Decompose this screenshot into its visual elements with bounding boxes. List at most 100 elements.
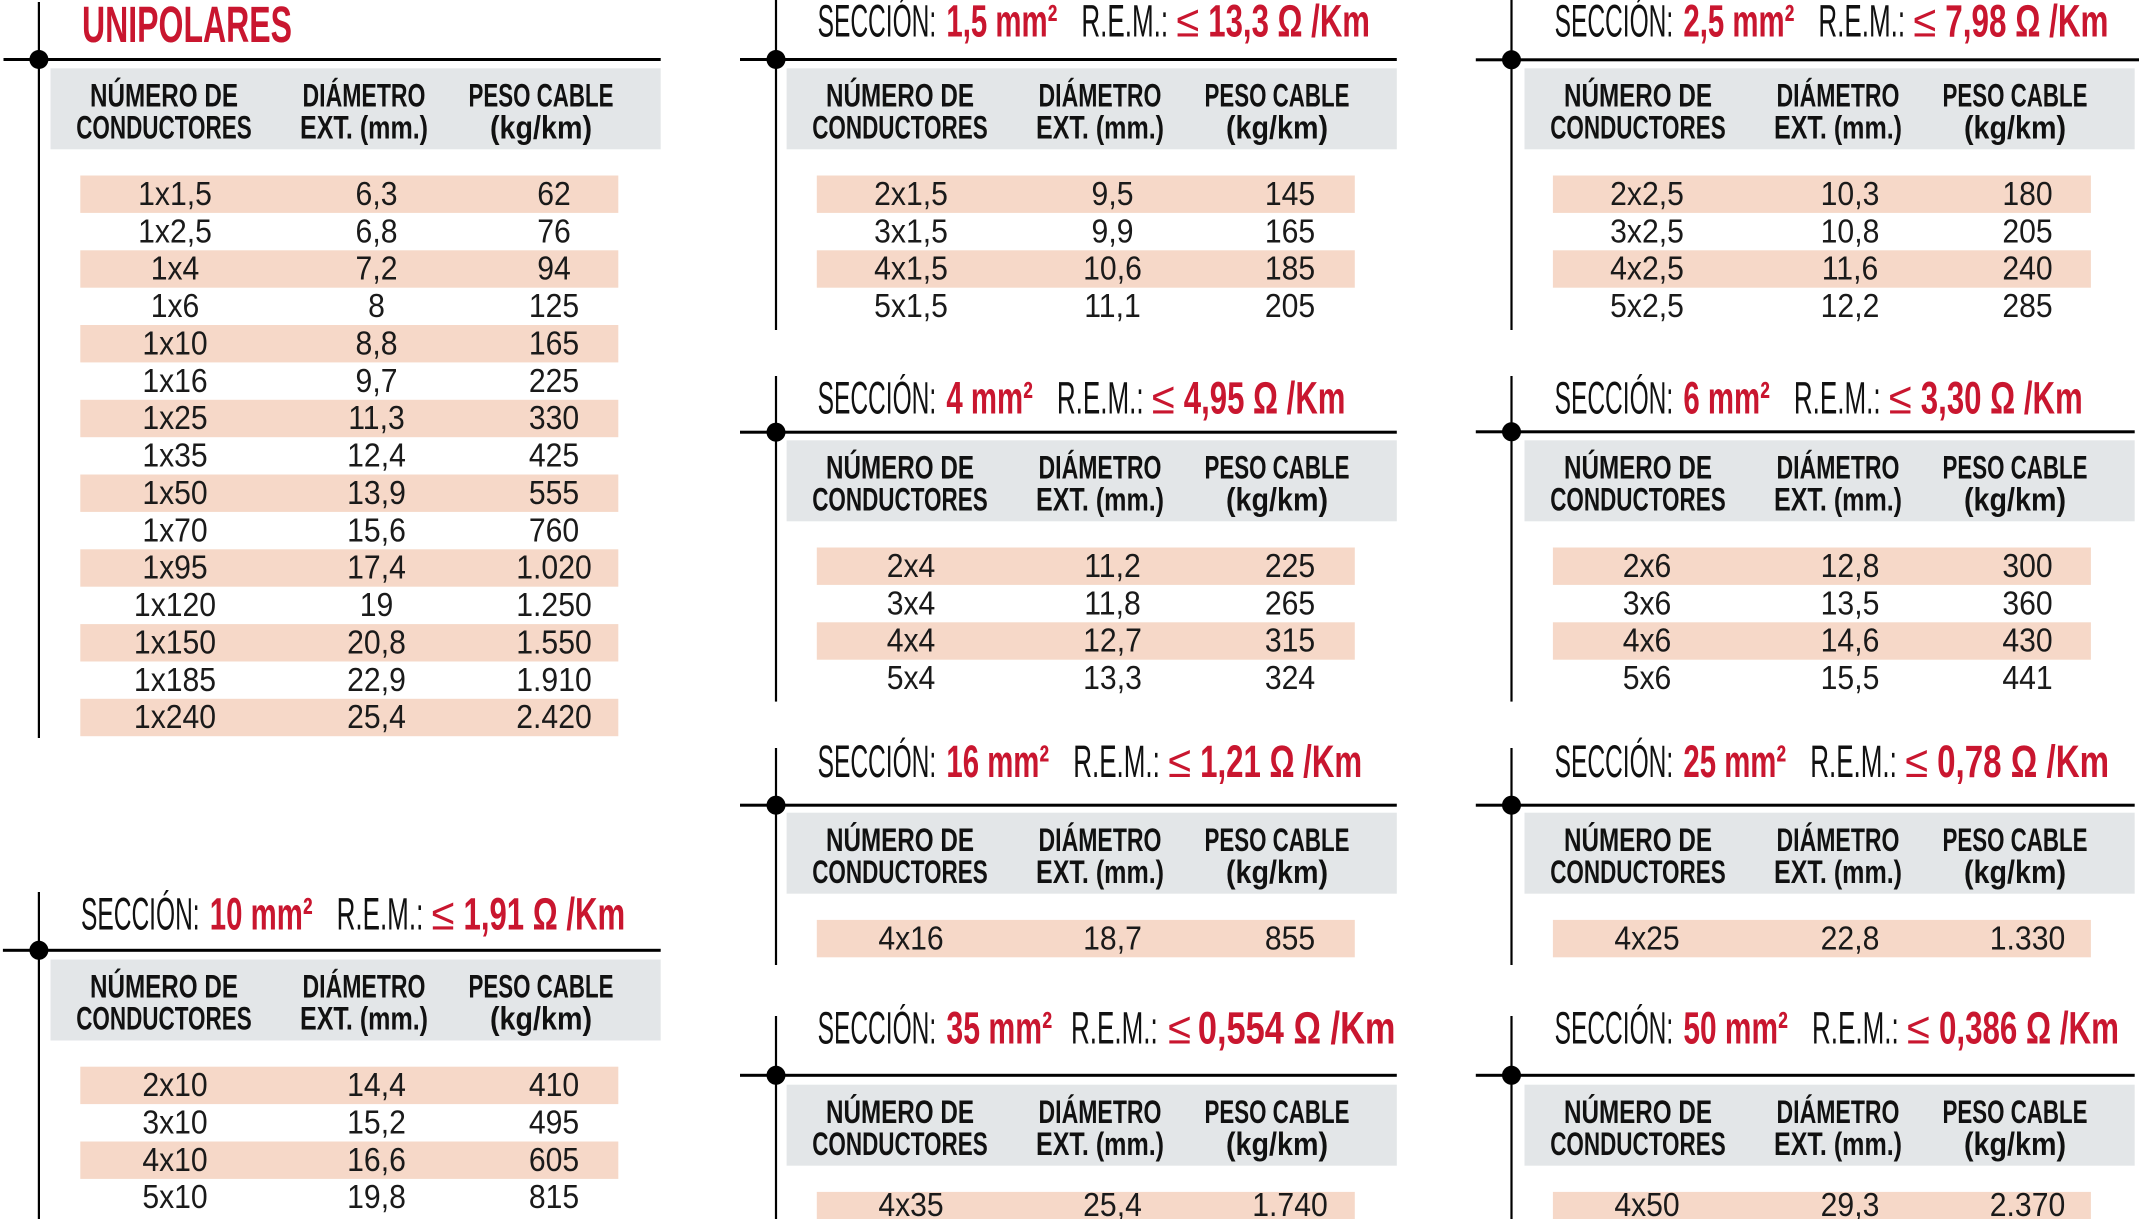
svg-text:4x10: 4x10 — [142, 1140, 207, 1178]
svg-text:≤: ≤ — [1176, 0, 1199, 47]
svg-text:PESO CABLE: PESO CABLE — [469, 969, 614, 1005]
svg-text:1.910: 1.910 — [516, 660, 591, 698]
svg-text:15,6: 15,6 — [347, 511, 406, 549]
svg-text:SECCIÓN:: SECCIÓN: — [1555, 736, 1674, 787]
svg-text:0,386 Ω /Km: 0,386 Ω /Km — [1939, 1002, 2119, 1053]
svg-text:9,7: 9,7 — [356, 361, 398, 399]
svg-text:DIÁMETRO: DIÁMETRO — [1039, 450, 1162, 486]
svg-text:16,6: 16,6 — [347, 1140, 406, 1178]
svg-text:324: 324 — [1265, 659, 1315, 697]
svg-text:≤: ≤ — [1889, 372, 1912, 423]
svg-text:SECCIÓN:: SECCIÓN: — [81, 889, 200, 940]
svg-text:PESO CABLE: PESO CABLE — [1943, 450, 2088, 486]
svg-text:4x50: 4x50 — [1614, 1186, 1679, 1219]
svg-text:22,8: 22,8 — [1821, 919, 1880, 957]
svg-text:35 mm²: 35 mm² — [946, 1002, 1052, 1053]
svg-text:3x4: 3x4 — [887, 584, 936, 622]
svg-text:225: 225 — [529, 361, 579, 399]
svg-text:1.550: 1.550 — [516, 623, 591, 661]
svg-text:4x6: 4x6 — [1623, 621, 1672, 659]
svg-text:18,7: 18,7 — [1083, 919, 1142, 957]
svg-text:180: 180 — [2002, 174, 2052, 212]
svg-text:NÚMERO DE: NÚMERO DE — [1564, 822, 1712, 858]
svg-text:(kg/km): (kg/km) — [1226, 854, 1328, 890]
svg-text:360: 360 — [2002, 584, 2052, 622]
svg-text:15,2: 15,2 — [347, 1103, 406, 1141]
svg-text:1x2,5: 1x2,5 — [138, 212, 212, 250]
svg-text:12,8: 12,8 — [1821, 546, 1880, 584]
svg-text:6,3: 6,3 — [356, 174, 398, 212]
svg-text:CONDUCTORES: CONDUCTORES — [812, 110, 988, 146]
svg-text:10 mm²: 10 mm² — [210, 889, 313, 940]
svg-text:1.250: 1.250 — [516, 586, 591, 624]
svg-text:CONDUCTORES: CONDUCTORES — [812, 854, 988, 890]
svg-text:CONDUCTORES: CONDUCTORES — [76, 110, 252, 146]
svg-text:1x6: 1x6 — [151, 287, 200, 325]
svg-text:14,6: 14,6 — [1821, 621, 1880, 659]
svg-text:R.E.M.:: R.E.M.: — [1810, 736, 1897, 787]
svg-text:2.370: 2.370 — [1990, 1186, 2065, 1219]
svg-text:3,30 Ω /Km: 3,30 Ω /Km — [1921, 372, 2083, 423]
svg-text:R.E.M.:: R.E.M.: — [1057, 372, 1144, 423]
svg-text:10,3: 10,3 — [1821, 174, 1880, 212]
svg-text:EXT. (mm.): EXT. (mm.) — [300, 1001, 428, 1037]
svg-text:8,8: 8,8 — [356, 324, 398, 362]
svg-text:240: 240 — [2002, 249, 2052, 287]
svg-text:PESO CABLE: PESO CABLE — [1205, 822, 1350, 858]
svg-text:2.420: 2.420 — [516, 698, 591, 736]
svg-text:13,3 Ω /Km: 13,3 Ω /Km — [1208, 0, 1370, 47]
svg-text:DIÁMETRO: DIÁMETRO — [303, 78, 426, 114]
svg-text:4x25: 4x25 — [1614, 919, 1679, 957]
svg-text:8: 8 — [368, 287, 385, 325]
svg-text:13,9: 13,9 — [347, 473, 406, 511]
svg-text:≤: ≤ — [1152, 372, 1175, 423]
svg-text:EXT. (mm.): EXT. (mm.) — [1036, 482, 1164, 518]
svg-text:1x240: 1x240 — [134, 698, 216, 736]
svg-text:17,4: 17,4 — [347, 548, 406, 586]
svg-text:285: 285 — [2002, 287, 2052, 325]
svg-text:165: 165 — [529, 324, 579, 362]
svg-text:PESO CABLE: PESO CABLE — [1205, 450, 1350, 486]
svg-text:29,3: 29,3 — [1821, 1186, 1880, 1219]
svg-text:CONDUCTORES: CONDUCTORES — [1550, 110, 1726, 146]
svg-text:NÚMERO DE: NÚMERO DE — [90, 78, 238, 114]
svg-text:1x35: 1x35 — [142, 436, 207, 474]
svg-text:855: 855 — [1265, 919, 1315, 957]
svg-text:11,2: 11,2 — [1084, 546, 1140, 584]
svg-text:16 mm²: 16 mm² — [946, 736, 1049, 787]
svg-text:300: 300 — [2002, 546, 2052, 584]
svg-text:CONDUCTORES: CONDUCTORES — [812, 1126, 988, 1162]
svg-text:125: 125 — [529, 287, 579, 325]
svg-text:5x2,5: 5x2,5 — [1610, 287, 1684, 325]
svg-text:NÚMERO DE: NÚMERO DE — [90, 969, 238, 1005]
svg-text:12,2: 12,2 — [1821, 287, 1880, 325]
svg-text:≤: ≤ — [432, 889, 455, 940]
svg-text:3x2,5: 3x2,5 — [1610, 212, 1684, 250]
svg-text:SECCIÓN:: SECCIÓN: — [818, 372, 937, 423]
svg-text:5x4: 5x4 — [887, 659, 936, 697]
svg-text:SECCIÓN:: SECCIÓN: — [818, 736, 937, 787]
svg-text:PESO CABLE: PESO CABLE — [469, 78, 614, 114]
svg-text:PESO CABLE: PESO CABLE — [1205, 78, 1350, 114]
svg-text:EXT. (mm.): EXT. (mm.) — [1774, 110, 1902, 146]
svg-text:441: 441 — [2002, 659, 2052, 697]
svg-text:NÚMERO DE: NÚMERO DE — [1564, 450, 1712, 486]
svg-text:SECCIÓN:: SECCIÓN: — [1555, 372, 1674, 423]
svg-text:(kg/km): (kg/km) — [1964, 854, 2066, 890]
svg-text:≤: ≤ — [1168, 736, 1191, 787]
svg-text:6 mm²: 6 mm² — [1683, 372, 1770, 423]
svg-text:76: 76 — [537, 212, 571, 250]
svg-text:SECCIÓN:: SECCIÓN: — [818, 0, 937, 47]
svg-text:4x16: 4x16 — [878, 919, 943, 957]
svg-text:2x1,5: 2x1,5 — [874, 174, 948, 212]
svg-text:6,8: 6,8 — [356, 212, 398, 250]
svg-text:50 mm²: 50 mm² — [1683, 1002, 1788, 1053]
svg-text:EXT. (mm.): EXT. (mm.) — [1774, 1126, 1902, 1162]
svg-text:≤: ≤ — [1907, 1002, 1930, 1053]
svg-text:NÚMERO DE: NÚMERO DE — [1564, 1094, 1712, 1130]
svg-text:2x2,5: 2x2,5 — [1610, 174, 1684, 212]
svg-text:11,6: 11,6 — [1822, 249, 1878, 287]
svg-text:3x10: 3x10 — [142, 1103, 207, 1141]
svg-text:605: 605 — [529, 1140, 579, 1178]
svg-text:EXT. (mm.): EXT. (mm.) — [1036, 1126, 1164, 1162]
